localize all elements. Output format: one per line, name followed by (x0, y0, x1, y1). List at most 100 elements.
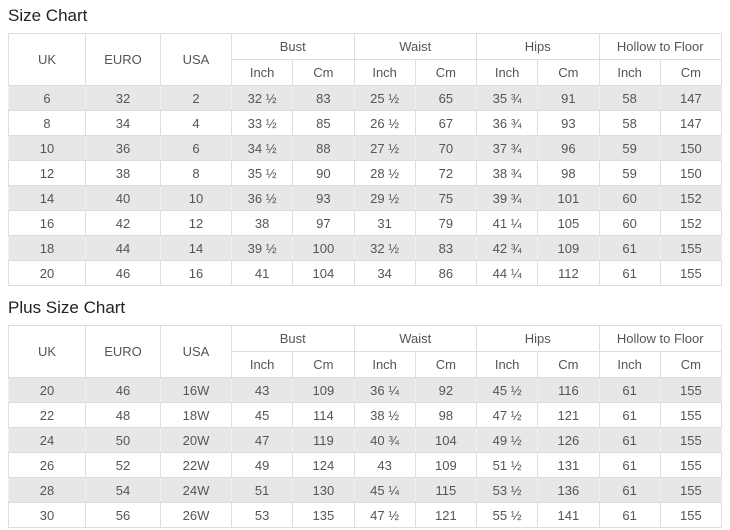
table-cell: 155 (659, 452, 723, 478)
table-cell: 115 (414, 477, 478, 503)
table-cell: 45 (230, 402, 294, 428)
table-cell: 101 (537, 185, 600, 211)
table-cell: 32 ½ (230, 85, 294, 111)
table-cell: 109 (537, 235, 600, 261)
table-cell: 12 (160, 210, 232, 236)
table-cell: 18W (160, 402, 232, 428)
column-header: USA (160, 325, 232, 378)
table-cell: 91 (537, 85, 600, 111)
table-cell: 16W (160, 377, 232, 403)
table-cell: 70 (414, 135, 478, 161)
table-cell: 6 (160, 135, 232, 161)
column-subheader: Cm (414, 351, 478, 378)
table-cell: 135 (292, 502, 355, 528)
table-row: 18 44 14 39 ½ 100 32 ½ 83 42 ¾ 109 61 155 (8, 235, 723, 261)
table-cell: 155 (659, 502, 723, 528)
header-row-groups: UK EURO USA Bust Waist Hips Hollow to Floor (8, 33, 722, 86)
table-cell: 88 (292, 135, 355, 161)
table-row: 28 54 24W 51 130 45 ¼ 115 53 ½ 136 61 155 (8, 477, 723, 503)
table-cell: 41 (230, 260, 294, 286)
size-chart-table: UK EURO USA Bust Waist Hips Hollow to Floor Inc… (8, 33, 723, 286)
table-cell: 97 (292, 210, 355, 236)
header-row-units: Inch Cm Inch Cm Inch Cm Inch Cm (9, 59, 723, 86)
table-cell: 24 (8, 427, 86, 453)
column-header: Bust (231, 325, 355, 352)
table-row: 30 56 26W 53 135 47 ½ 121 55 ½ 141 61 155 (8, 502, 723, 528)
table-cell: 38 ¾ (475, 160, 539, 186)
table-cell: 124 (292, 452, 355, 478)
table-cell: 92 (414, 377, 478, 403)
table-cell: 116 (537, 377, 600, 403)
column-header: EURO (85, 33, 161, 86)
table-cell: 46 (85, 377, 161, 403)
table-cell: 18 (8, 235, 86, 261)
table-cell: 65 (414, 85, 478, 111)
table-cell: 67 (414, 110, 478, 136)
table-cell: 104 (292, 260, 355, 286)
table-cell: 28 ½ (353, 160, 416, 186)
table-cell: 16 (8, 210, 86, 236)
column-header: USA (160, 33, 232, 86)
table-cell: 48 (85, 402, 161, 428)
column-header: Waist (353, 325, 477, 352)
table-cell: 141 (537, 502, 600, 528)
table-cell: 43 (230, 377, 294, 403)
table-row: 12 38 8 35 ½ 90 28 ½ 72 38 ¾ 98 59 150 (8, 160, 723, 186)
table-cell: 25 ½ (353, 85, 416, 111)
table-cell: 14 (160, 235, 232, 261)
table-cell: 121 (414, 502, 478, 528)
table-cell: 47 (230, 427, 294, 453)
table-cell: 59 (598, 135, 661, 161)
table-cell: 54 (85, 477, 161, 503)
column-subheader: Cm (659, 351, 723, 378)
table-cell: 34 ½ (230, 135, 294, 161)
size-chart-title: Size Chart (8, 6, 88, 25)
column-header: UK (8, 325, 86, 378)
table-cell: 90 (292, 160, 355, 186)
table-cell: 155 (659, 377, 723, 403)
table-cell: 27 ½ (353, 135, 416, 161)
table-cell: 36 ½ (230, 185, 294, 211)
table-cell: 28 (8, 477, 86, 503)
table-cell: 14 (8, 185, 86, 211)
column-subheader: Cm (414, 59, 478, 86)
header-row-units: Inch Cm Inch Cm Inch Cm Inch Cm (9, 351, 723, 378)
table-cell: 126 (537, 427, 600, 453)
column-header: Hollow to Floor (598, 325, 722, 352)
table-cell: 86 (414, 260, 478, 286)
table-cell: 26 (8, 452, 86, 478)
table-row: 10 36 6 34 ½ 88 27 ½ 70 37 ¾ 96 59 150 (8, 135, 723, 161)
table-cell: 44 ¼ (475, 260, 539, 286)
table-cell: 37 ¾ (475, 135, 539, 161)
column-header: Hips (476, 325, 600, 352)
column-header: Bust (231, 33, 355, 60)
table-cell: 44 (85, 235, 161, 261)
table-cell: 61 (598, 377, 661, 403)
table-cell: 72 (414, 160, 478, 186)
table-cell: 155 (659, 402, 723, 428)
table-cell: 152 (659, 210, 723, 236)
table-cell: 52 (85, 452, 161, 478)
column-subheader: Inch (230, 59, 294, 86)
column-subheader: Cm (292, 59, 355, 86)
column-subheader: Cm (659, 59, 723, 86)
table-cell: 40 (85, 185, 161, 211)
column-subheader: Inch (353, 351, 416, 378)
table-cell: 26 ½ (353, 110, 416, 136)
table-cell: 104 (414, 427, 478, 453)
table-cell: 32 ½ (353, 235, 416, 261)
table-cell: 39 ½ (230, 235, 294, 261)
table-cell: 53 ½ (475, 477, 539, 503)
table-cell: 30 (8, 502, 86, 528)
table-cell: 20 (8, 377, 86, 403)
plus-size-chart-table: UK EURO USA Bust Waist Hips Hollow to Floor Inc… (8, 325, 723, 528)
table-cell: 10 (8, 135, 86, 161)
table-cell: 119 (292, 427, 355, 453)
column-subheader: Inch (475, 59, 539, 86)
table-cell: 42 (85, 210, 161, 236)
table-cell: 36 ¼ (353, 377, 416, 403)
table-cell: 60 (598, 210, 661, 236)
table-row: 24 50 20W 47 119 40 ¾ 104 49 ½ 126 61 155 (8, 427, 723, 453)
table-cell: 40 ¾ (353, 427, 416, 453)
